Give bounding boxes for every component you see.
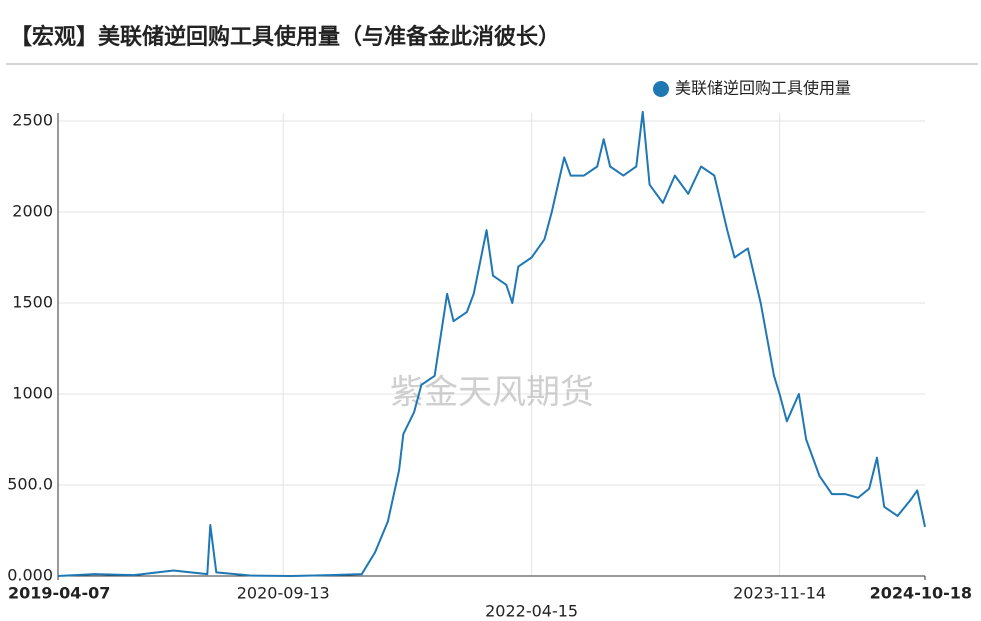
y-tick-label: 500.0	[7, 475, 53, 494]
y-tick-label: 1500	[12, 293, 53, 312]
y-tick-label: 2000	[12, 202, 53, 221]
x-tick-label: 2020-09-13	[237, 584, 330, 603]
x-tick-label: 2019-04-07	[8, 584, 110, 603]
data-line	[57, 110, 926, 577]
y-tick-label: 2500	[12, 111, 53, 130]
legend-marker	[653, 81, 669, 97]
y-tick-label: 0.000	[7, 566, 53, 585]
x-tick-label: 2022-04-15	[485, 602, 578, 621]
watermark: 紫金天风期货	[390, 373, 594, 413]
chart-title: 【宏观】美联储逆回购工具使用量（与准备金此消彼长）	[10, 24, 560, 50]
legend-label: 美联储逆回购工具使用量	[675, 79, 851, 98]
x-tick-label: 2024-10-18	[870, 584, 972, 603]
x-tick-label: 2023-11-14	[733, 584, 826, 603]
y-tick-label: 1000	[12, 384, 53, 403]
